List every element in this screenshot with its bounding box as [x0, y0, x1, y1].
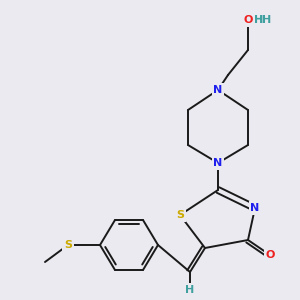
Text: N: N	[213, 85, 223, 95]
Text: H: H	[262, 15, 271, 25]
Text: S: S	[64, 240, 72, 250]
Text: H: H	[185, 285, 195, 295]
Text: O: O	[265, 250, 275, 260]
Text: H: H	[243, 15, 253, 25]
Text: N: N	[213, 158, 223, 168]
Text: H: H	[254, 15, 263, 25]
Text: N: N	[250, 203, 260, 213]
Text: H: H	[254, 15, 263, 25]
Text: S: S	[176, 210, 184, 220]
Text: O: O	[243, 15, 253, 25]
